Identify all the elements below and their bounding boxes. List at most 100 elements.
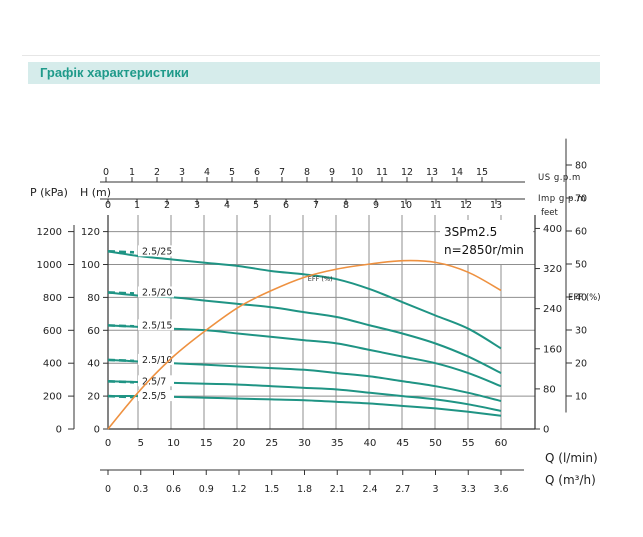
section-title: Графік характеристики bbox=[40, 65, 189, 80]
q-m3h-tick-label: 2.4 bbox=[362, 484, 377, 495]
imp-gpm-axis-label: Imp g.p.m bbox=[538, 194, 586, 204]
us-gpm-tick-label: 6 bbox=[254, 167, 260, 178]
eff-tick-label: 10 bbox=[575, 392, 587, 403]
h-m-axis-label: H (m) bbox=[80, 186, 111, 199]
q-lmin-tick-label: 35 bbox=[331, 438, 344, 449]
series-line-2-5-10-leadin bbox=[107, 358, 135, 363]
imp-gpm-tick-label: 13 bbox=[490, 200, 502, 211]
q-lmin-tick-label: 45 bbox=[396, 438, 409, 449]
imp-gpm-tick-label: 9 bbox=[373, 200, 379, 211]
h-m-tick-label: 120 bbox=[81, 227, 100, 238]
imp-gpm-tick-label: 12 bbox=[460, 200, 472, 211]
us-gpm-tick-label: 3 bbox=[179, 167, 185, 178]
q-m3h-tick-label: 3.6 bbox=[493, 484, 508, 495]
imp-gpm-tick-label: 8 bbox=[343, 200, 349, 211]
feet-tick-label: 400 bbox=[543, 224, 562, 235]
us-gpm-tick-label: 2 bbox=[154, 167, 160, 178]
p-kpa-axis-label: P (kPa) bbox=[30, 186, 68, 199]
p-kpa-tick-label: 1200 bbox=[37, 227, 62, 238]
us-gpm-tick-label: 12 bbox=[401, 167, 413, 178]
series-label-bg bbox=[138, 319, 174, 331]
series-line-2-5-5-leadin bbox=[107, 394, 135, 399]
imp-gpm-tick-label: 11 bbox=[430, 200, 442, 211]
us-gpm-tick-label: 8 bbox=[304, 167, 310, 178]
eff-tick-label: 60 bbox=[575, 227, 587, 238]
us-gpm-tick-label: 1 bbox=[129, 167, 135, 178]
eff-tick-label: 30 bbox=[575, 326, 587, 337]
h-m-tick-label: 20 bbox=[87, 392, 100, 403]
imp-gpm-tick-label: 2 bbox=[164, 200, 170, 211]
series-line-eff bbox=[107, 259, 502, 430]
q-m3h-tick-label: 2.1 bbox=[330, 484, 345, 495]
us-gpm-tick-label: 15 bbox=[476, 167, 488, 178]
speed-label: n=2850r/min bbox=[444, 243, 524, 257]
series-label-bg bbox=[138, 286, 174, 298]
us-gpm-tick-label: 5 bbox=[229, 167, 235, 178]
q-lmin-tick-label: 5 bbox=[138, 438, 144, 449]
feet-tick-label: 80 bbox=[543, 384, 556, 395]
q-lmin-tick-label: 20 bbox=[233, 438, 246, 449]
eff-tick-label: 40 bbox=[575, 293, 587, 304]
q-m3h-tick-label: 1.8 bbox=[297, 484, 312, 495]
imp-gpm-tick-label: 10 bbox=[400, 200, 412, 211]
imp-gpm-tick-label: 3 bbox=[194, 200, 200, 211]
series-label: 2.5/5 bbox=[142, 391, 166, 402]
series-label-bg bbox=[138, 390, 174, 402]
p-kpa-tick-label: 600 bbox=[43, 326, 62, 337]
feet-tick-label: 0 bbox=[543, 425, 549, 436]
q-m3h-tick-label: 3.3 bbox=[461, 484, 476, 495]
feet-axis-label: feet bbox=[541, 208, 558, 218]
imp-gpm-tick-label: 7 bbox=[313, 200, 319, 211]
series-line-2-5-15-leadin bbox=[107, 324, 135, 328]
eff-tick-label: 70 bbox=[575, 194, 587, 205]
q-lmin-tick-label: 15 bbox=[200, 438, 213, 449]
series-label: 2.5/20 bbox=[142, 287, 172, 298]
series-label-eff: EFF (%) bbox=[308, 275, 333, 283]
model-label: 3SPm2.5 bbox=[444, 225, 497, 239]
p-kpa-tick-label: 800 bbox=[43, 293, 62, 304]
imp-gpm-tick-label: 1 bbox=[134, 200, 140, 211]
us-gpm-tick-label: 9 bbox=[329, 167, 335, 178]
q-m3h-tick-label: 0 bbox=[105, 484, 111, 495]
q-m3h-tick-label: 2.7 bbox=[395, 484, 410, 495]
q-lmin-axis-label: Q (l/min) bbox=[545, 451, 598, 465]
eff-tick-label: 20 bbox=[575, 359, 587, 370]
q-m3h-tick-label: 1.2 bbox=[231, 484, 246, 495]
series-label: 2.5/25 bbox=[142, 246, 172, 257]
series-line-2-5-7-leadin bbox=[107, 379, 135, 384]
imp-gpm-tick-label: 6 bbox=[283, 200, 289, 211]
eff-tick-label: 80 bbox=[575, 161, 587, 172]
series-label: 2.5/7 bbox=[142, 376, 166, 387]
p-kpa-tick-label: 200 bbox=[43, 392, 62, 403]
q-m3h-tick-label: 3 bbox=[432, 484, 438, 495]
q-lmin-tick-label: 30 bbox=[298, 438, 311, 449]
q-lmin-tick-label: 50 bbox=[429, 438, 442, 449]
feet-tick-label: 160 bbox=[543, 344, 562, 355]
imp-gpm-tick-label: 0 bbox=[105, 200, 111, 211]
series-line-2-5-25 bbox=[107, 250, 502, 350]
feet-tick-label: 320 bbox=[543, 264, 562, 275]
eff-tick-label: 50 bbox=[575, 260, 587, 271]
us-gpm-axis-label: US g.p.m bbox=[538, 173, 581, 183]
imp-gpm-tick-label: 4 bbox=[224, 200, 230, 211]
eff-axis-label: EFF (%) bbox=[568, 293, 601, 303]
q-m3h-tick-label: 0.3 bbox=[133, 484, 148, 495]
us-gpm-tick-label: 11 bbox=[376, 167, 388, 178]
top-divider bbox=[22, 55, 600, 56]
us-gpm-tick-label: 14 bbox=[451, 167, 463, 178]
series-label-bg bbox=[138, 375, 174, 387]
p-kpa-tick-label: 1000 bbox=[37, 260, 62, 271]
h-m-tick-label: 40 bbox=[87, 359, 100, 370]
q-m3h-axis-label: Q (m³/h) bbox=[545, 473, 596, 487]
h-m-tick-label: 80 bbox=[87, 293, 100, 304]
h-m-tick-label: 100 bbox=[81, 260, 100, 271]
series-label-bg bbox=[138, 353, 174, 365]
h-m-tick-label: 0 bbox=[94, 425, 100, 436]
q-m3h-tick-label: 1.5 bbox=[264, 484, 279, 495]
q-lmin-tick-label: 25 bbox=[265, 438, 278, 449]
us-gpm-tick-label: 4 bbox=[204, 167, 210, 178]
us-gpm-tick-label: 0 bbox=[103, 167, 109, 178]
q-lmin-tick-label: 10 bbox=[167, 438, 180, 449]
model-box bbox=[440, 220, 533, 264]
